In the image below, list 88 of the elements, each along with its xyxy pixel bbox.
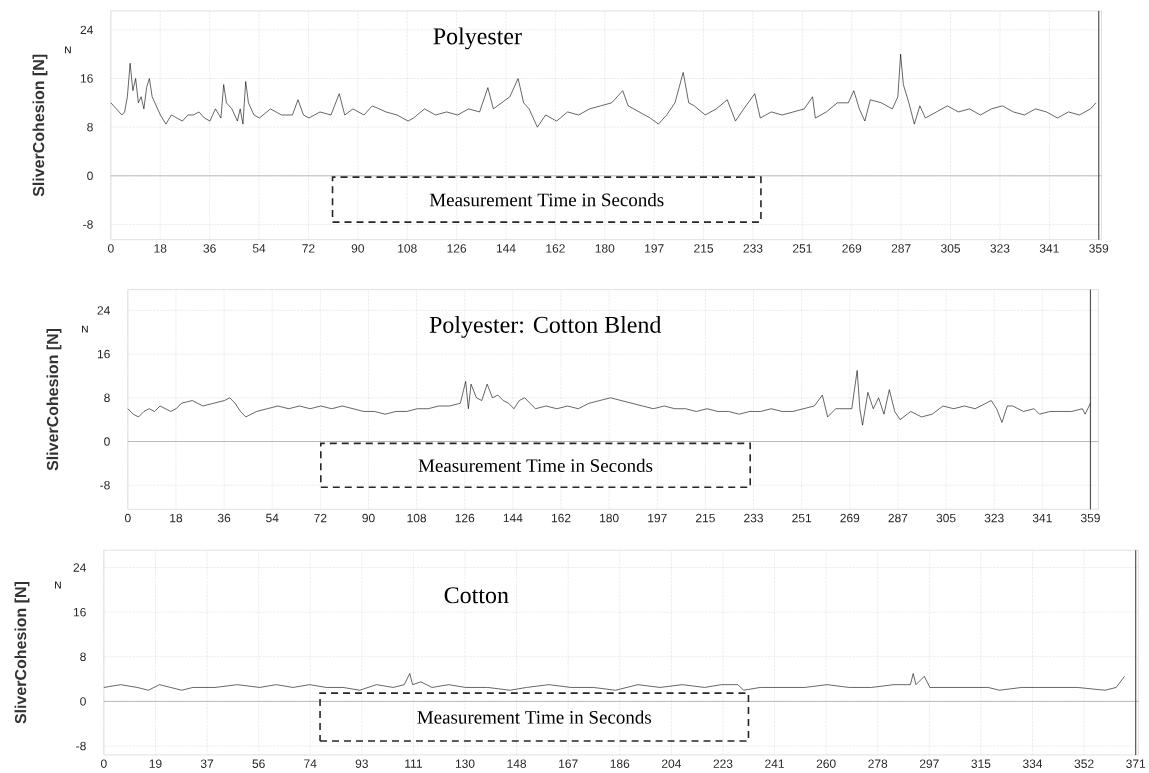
- x-tick-label: 233: [743, 244, 763, 253]
- x-axis-title: Measurement Time in Seconds: [417, 710, 652, 724]
- x-tick-label: 126: [455, 513, 475, 523]
- x-tick-label: 56: [252, 759, 265, 768]
- y-tick-label: 8: [104, 393, 110, 403]
- x-tick-label: 111: [405, 759, 422, 768]
- y-tick-label: 0: [104, 437, 110, 446]
- x-tick-label: 233: [744, 513, 763, 523]
- y-tick-label: 8: [80, 652, 86, 662]
- x-tick-label: 315: [971, 759, 991, 768]
- x-tick-label: 251: [792, 513, 812, 523]
- x-tick-label: 215: [694, 244, 714, 253]
- x-tick-label: 36: [203, 244, 216, 253]
- x-tick-label: 341: [1032, 513, 1052, 523]
- x-tick-label: 54: [252, 244, 266, 253]
- y-axis-title: SliverCohesion [N]: [14, 582, 30, 724]
- x-tick-label: 334: [1022, 759, 1043, 768]
- x-tick-label: 126: [447, 244, 467, 253]
- x-tick-label: 72: [314, 513, 327, 523]
- x-axis-title: Measurement Time in Seconds: [429, 193, 664, 207]
- text: Polyester: Cotton Blend: [429, 316, 662, 338]
- y-tick-label: 16: [73, 607, 86, 617]
- x-tick-label: 130: [455, 759, 475, 768]
- x-tick-label: 223: [713, 759, 733, 768]
- x-tick-label: 162: [546, 244, 565, 253]
- x-tick-label: 323: [984, 513, 1004, 523]
- x-tick-label: 251: [792, 244, 812, 253]
- y-axis-title: SliverCohesion [N]: [46, 328, 62, 471]
- x-tick-label: 215: [696, 513, 715, 523]
- y-axis-title: SliverCohesion [N]: [32, 54, 48, 197]
- x-tick-label: 162: [551, 513, 571, 523]
- x-axis-title: Measurement Time in Seconds: [418, 458, 653, 473]
- y-tick-label: 24: [97, 306, 110, 315]
- text: N: [65, 46, 71, 54]
- x-tick-label: 93: [355, 759, 368, 768]
- y-tick-label: -8: [100, 481, 110, 490]
- text: N: [82, 325, 88, 333]
- y-tick-label: 8: [87, 122, 93, 132]
- y-tick-label: 24: [73, 563, 86, 572]
- x-tick-label: 54: [266, 513, 279, 523]
- text: Cotton: [444, 587, 509, 604]
- x-tick-label: 359: [1080, 513, 1100, 523]
- x-tick-label: 287: [888, 513, 908, 523]
- text: N: [55, 581, 61, 589]
- x-tick-label: 269: [840, 513, 860, 523]
- x-tick-label: 260: [816, 759, 836, 768]
- x-tick-label: 72: [302, 244, 315, 253]
- x-tick-label: 297: [919, 759, 939, 768]
- x-tick-label: 323: [990, 244, 1010, 253]
- x-tick-label: 341: [1039, 244, 1059, 253]
- x-tick-label: 371: [1126, 759, 1146, 768]
- x-tick-label: 305: [936, 513, 956, 523]
- x-tick-label: 180: [600, 513, 619, 523]
- text: Polyester: [433, 27, 522, 50]
- x-tick-label: 180: [595, 244, 615, 253]
- x-tick-label: 19: [149, 759, 162, 768]
- x-tick-label: 74: [304, 759, 317, 768]
- x-tick-label: 197: [645, 244, 664, 253]
- y-tick-label: 0: [87, 171, 93, 181]
- x-tick-label: 148: [507, 759, 527, 768]
- x-tick-label: 186: [610, 759, 630, 768]
- x-tick-label: 108: [398, 244, 417, 253]
- x-tick-label: 305: [941, 244, 961, 253]
- x-tick-label: 108: [407, 513, 427, 523]
- x-tick-label: 167: [559, 759, 578, 768]
- x-tick-label: 90: [351, 244, 365, 253]
- x-tick-label: 204: [661, 759, 681, 768]
- x-tick-label: 36: [217, 513, 231, 523]
- x-tick-label: 37: [200, 759, 214, 768]
- x-tick-label: 197: [648, 513, 667, 523]
- x-tick-label: 359: [1089, 244, 1109, 253]
- x-tick-label: 144: [503, 513, 523, 523]
- x-tick-label: 241: [765, 759, 784, 768]
- x-tick-label: 18: [170, 513, 183, 523]
- y-tick-label: 24: [80, 25, 93, 35]
- x-tick-label: 278: [868, 759, 888, 768]
- y-tick-label: 0: [80, 697, 86, 706]
- x-tick-label: 269: [842, 244, 862, 253]
- x-tick-label: 352: [1074, 759, 1094, 768]
- y-tick-label: 16: [80, 74, 93, 83]
- x-tick-label: 144: [496, 244, 516, 253]
- y-tick-label: -8: [76, 741, 86, 751]
- x-tick-label: 0: [124, 513, 131, 523]
- y-tick-label: -8: [83, 220, 93, 229]
- x-tick-label: 287: [891, 244, 911, 253]
- y-tick-label: 16: [97, 349, 110, 359]
- x-tick-label: 90: [362, 513, 375, 523]
- x-tick-label: 18: [154, 244, 167, 253]
